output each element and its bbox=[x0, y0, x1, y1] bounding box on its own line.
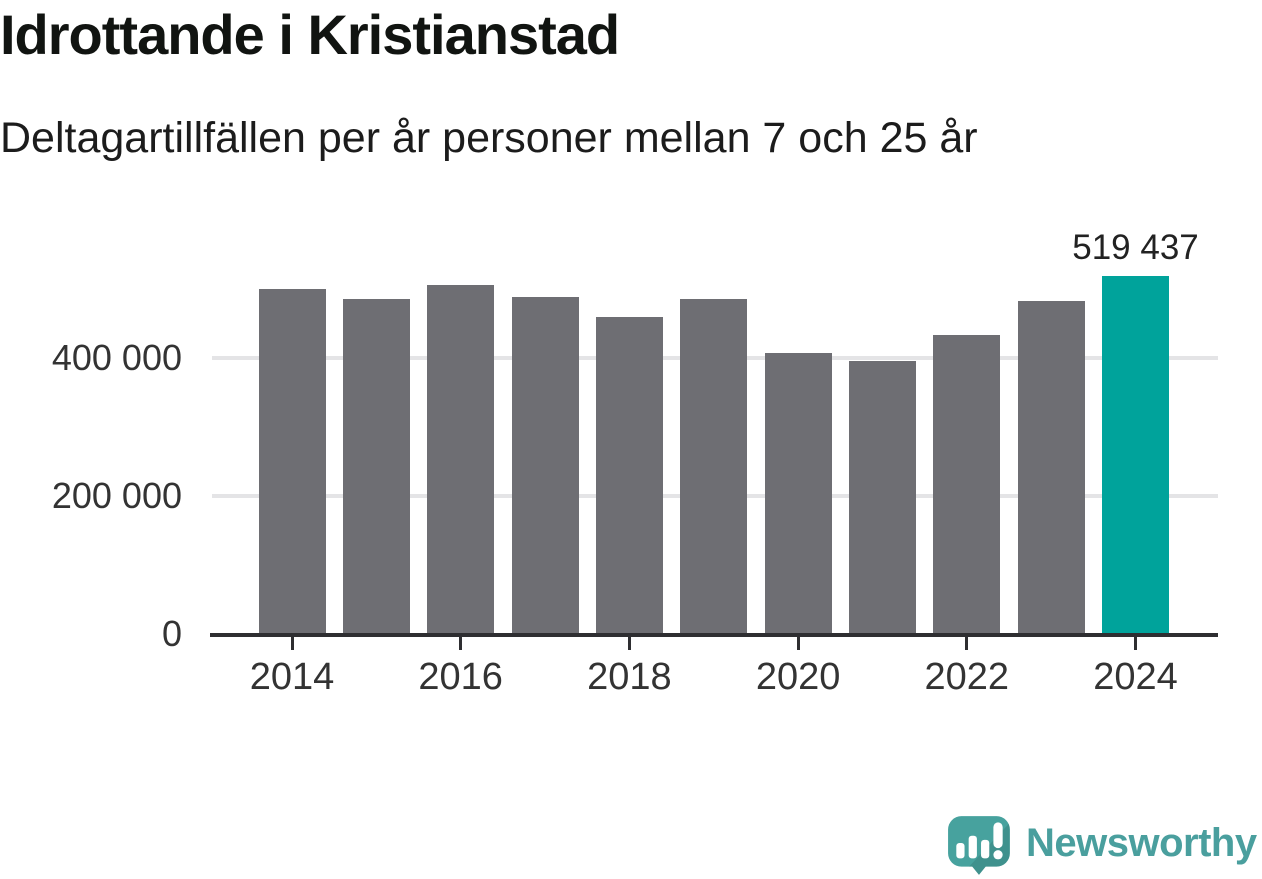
bar-2024 bbox=[1102, 276, 1169, 634]
newsworthy-logo-icon bbox=[948, 816, 1010, 875]
x-axis-tick-2020 bbox=[796, 637, 800, 650]
bar-2014 bbox=[258, 289, 326, 634]
bar-2019 bbox=[680, 299, 748, 634]
bar-2016 bbox=[427, 285, 495, 634]
chart-subtitle: Deltagartillfällen per år personer mella… bbox=[0, 114, 978, 162]
y-axis-tick-label-0: 0 bbox=[161, 613, 182, 654]
x-axis-tick-2016 bbox=[459, 637, 463, 650]
x-axis-line bbox=[210, 633, 1218, 637]
y-axis-tick-label-400000: 400 000 bbox=[51, 337, 182, 378]
bar-2018 bbox=[595, 317, 663, 634]
x-axis-tick-2024 bbox=[1134, 637, 1137, 650]
bar-value-label: 519 437 bbox=[1072, 227, 1199, 267]
y-axis-tick-label-200000: 200 000 bbox=[51, 475, 182, 516]
bar-2023 bbox=[1017, 301, 1085, 634]
x-axis-tick-2022 bbox=[965, 637, 969, 650]
bar-2020 bbox=[764, 353, 832, 634]
x-axis-tick-label-2020: 2020 bbox=[755, 656, 841, 698]
x-axis-tick-label-2018: 2018 bbox=[587, 656, 672, 698]
newsworthy-logo: Newsworthy bbox=[946, 814, 1257, 876]
bar-2021 bbox=[848, 361, 916, 634]
newsworthy-brand-text: Newsworthy bbox=[1026, 820, 1257, 865]
x-axis-tick-label-2016: 2016 bbox=[418, 656, 503, 698]
x-axis-tick-label-2014: 2014 bbox=[249, 656, 335, 698]
bar-2015 bbox=[342, 299, 410, 634]
bar-2017 bbox=[511, 297, 579, 634]
x-axis-tick-label-2024: 2024 bbox=[1093, 656, 1178, 698]
x-axis-tick-2014 bbox=[290, 637, 294, 650]
x-axis-tick-2018 bbox=[627, 637, 631, 650]
chart-title: Idrottande i Kristianstad bbox=[0, 3, 620, 66]
bar-2022 bbox=[933, 335, 1001, 634]
x-axis-tick-label-2022: 2022 bbox=[924, 656, 1010, 698]
